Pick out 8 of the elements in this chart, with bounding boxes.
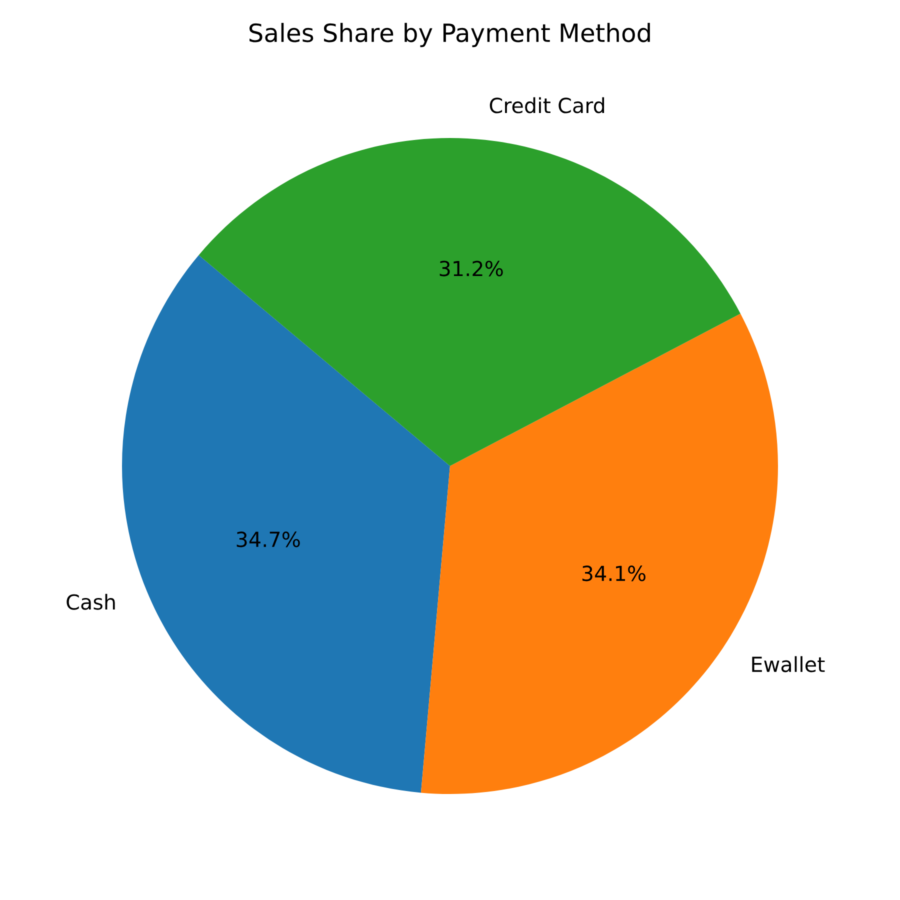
- data-label: 31.2%: [440, 260, 503, 276]
- slice-label: Credit Card: [490, 97, 604, 114]
- data-label: 34.1%: [582, 566, 646, 582]
- pie-slice: [198, 138, 740, 466]
- slice-label: Ewallet: [752, 656, 825, 672]
- slice-label: Cash: [66, 594, 115, 610]
- data-label: 34.7%: [236, 532, 300, 548]
- chart-title: Sales Share by Payment Method: [249, 22, 650, 48]
